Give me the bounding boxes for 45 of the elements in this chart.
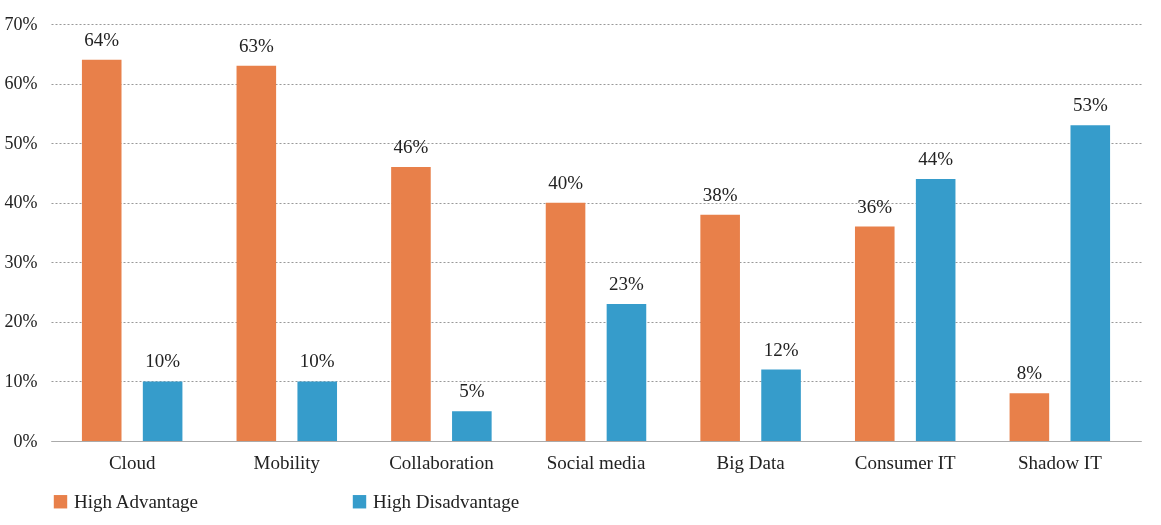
- data-label: 44%: [918, 147, 954, 169]
- data-label: 23%: [609, 272, 645, 294]
- bar: [915, 178, 956, 441]
- bar: [606, 303, 647, 441]
- x-tick-label: Mobility: [253, 451, 321, 473]
- y-tick-label: 10%: [4, 370, 38, 391]
- bar: [545, 202, 586, 441]
- data-label: 10%: [145, 350, 181, 372]
- data-label: 46%: [393, 135, 429, 157]
- y-tick-label: 40%: [4, 192, 38, 213]
- bar: [700, 214, 740, 441]
- data-label: 8%: [1016, 362, 1043, 384]
- data-label: 12%: [763, 338, 799, 360]
- data-label: 64%: [84, 28, 120, 50]
- x-tick-label: Collaboration: [389, 451, 495, 473]
- x-tick-label: Social media: [546, 451, 646, 473]
- bar: [391, 166, 431, 441]
- bar: [854, 226, 895, 441]
- y-tick-label: 20%: [4, 311, 38, 332]
- x-tick-label: Cloud: [108, 451, 156, 473]
- bar: [452, 411, 492, 441]
- y-tick-label: 0%: [13, 430, 38, 451]
- legend-label: High Advantage: [74, 490, 199, 512]
- data-label: 38%: [702, 183, 738, 205]
- bar: [81, 59, 122, 441]
- data-label: 53%: [1072, 94, 1108, 116]
- y-tick-label: 30%: [4, 251, 38, 272]
- y-tick-label: 60%: [4, 73, 38, 94]
- data-label: 63%: [238, 34, 274, 56]
- x-tick-label: Big Data: [716, 451, 786, 473]
- bar: [1070, 125, 1111, 441]
- data-label: 5%: [459, 380, 485, 402]
- bar: [297, 381, 338, 441]
- y-tick-label: 70%: [4, 13, 38, 34]
- legend-label: High Disadvantage: [373, 490, 520, 512]
- data-label: 10%: [299, 350, 335, 372]
- data-label: 36%: [857, 195, 893, 217]
- bar: [236, 65, 277, 441]
- x-tick-label: Consumer IT: [854, 451, 956, 473]
- data-label: 40%: [548, 171, 584, 193]
- x-tick-label: Shadow IT: [1017, 451, 1103, 473]
- bar: [761, 369, 801, 441]
- bar: [142, 381, 183, 441]
- bar: [1009, 393, 1050, 441]
- y-tick-label: 50%: [4, 132, 38, 153]
